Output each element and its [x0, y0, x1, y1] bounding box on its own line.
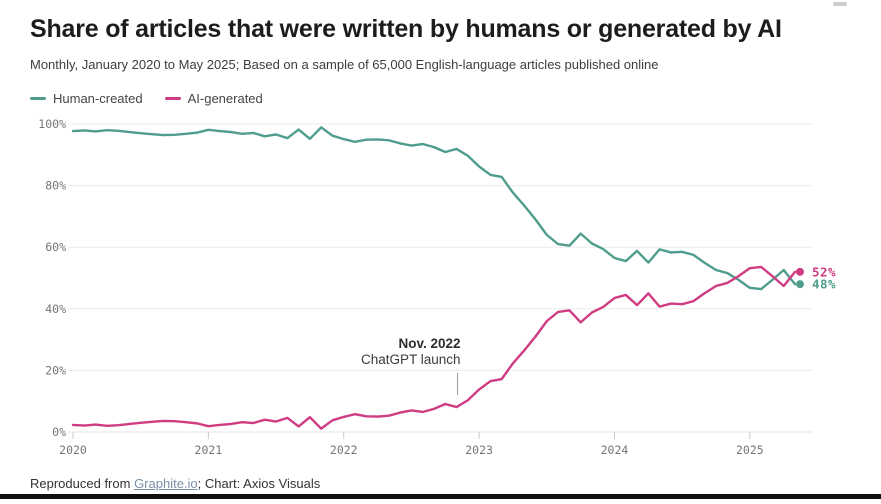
scrollbar-artifact: [833, 2, 847, 6]
svg-text:2025: 2025: [736, 443, 764, 457]
svg-text:100%: 100%: [38, 117, 66, 131]
svg-text:2022: 2022: [330, 443, 358, 457]
svg-text:20%: 20%: [45, 363, 66, 377]
legend-item-ai-generated: AI-generated: [164, 91, 263, 106]
svg-text:2020: 2020: [59, 443, 87, 457]
line-chart: 0% 20% 40% 60% 80% 100% 2020 2021 2022 2023 2024 20…: [38, 117, 836, 457]
svg-text:52%: 52%: [812, 264, 836, 279]
svg-text:2024: 2024: [601, 443, 629, 457]
svg-text:0%: 0%: [52, 425, 66, 439]
human-line-swatch-icon: [30, 97, 46, 100]
graphite-link[interactable]: Graphite.io: [134, 476, 198, 491]
svg-text:60%: 60%: [45, 240, 66, 254]
legend: Human-created AI-generated: [30, 91, 263, 106]
svg-text:80%: 80%: [45, 179, 66, 193]
svg-text:ChatGPT launch: ChatGPT launch: [361, 352, 461, 367]
svg-text:2021: 2021: [195, 443, 223, 457]
svg-text:Nov. 2022: Nov. 2022: [399, 336, 461, 351]
legend-label-ai-generated: AI-generated: [187, 91, 263, 106]
svg-text:48%: 48%: [812, 277, 836, 292]
legend-label-human-created: Human-created: [53, 91, 143, 106]
svg-text:2023: 2023: [465, 443, 493, 457]
source-suffix: ; Chart: Axios Visuals: [197, 476, 321, 491]
chart-title: Share of articles that were written by h…: [30, 15, 782, 43]
ai-line-swatch-icon: [164, 97, 181, 100]
window-bottom-edge: [0, 494, 881, 499]
source-prefix: Reproduced from: [30, 476, 135, 491]
svg-text:40%: 40%: [45, 302, 66, 316]
legend-item-human-created: Human-created: [30, 91, 143, 106]
chart-source: Reproduced from Graphite.io; Chart: Axio…: [30, 476, 320, 491]
chart-subtitle: Monthly, January 2020 to May 2025; Based…: [30, 57, 659, 72]
